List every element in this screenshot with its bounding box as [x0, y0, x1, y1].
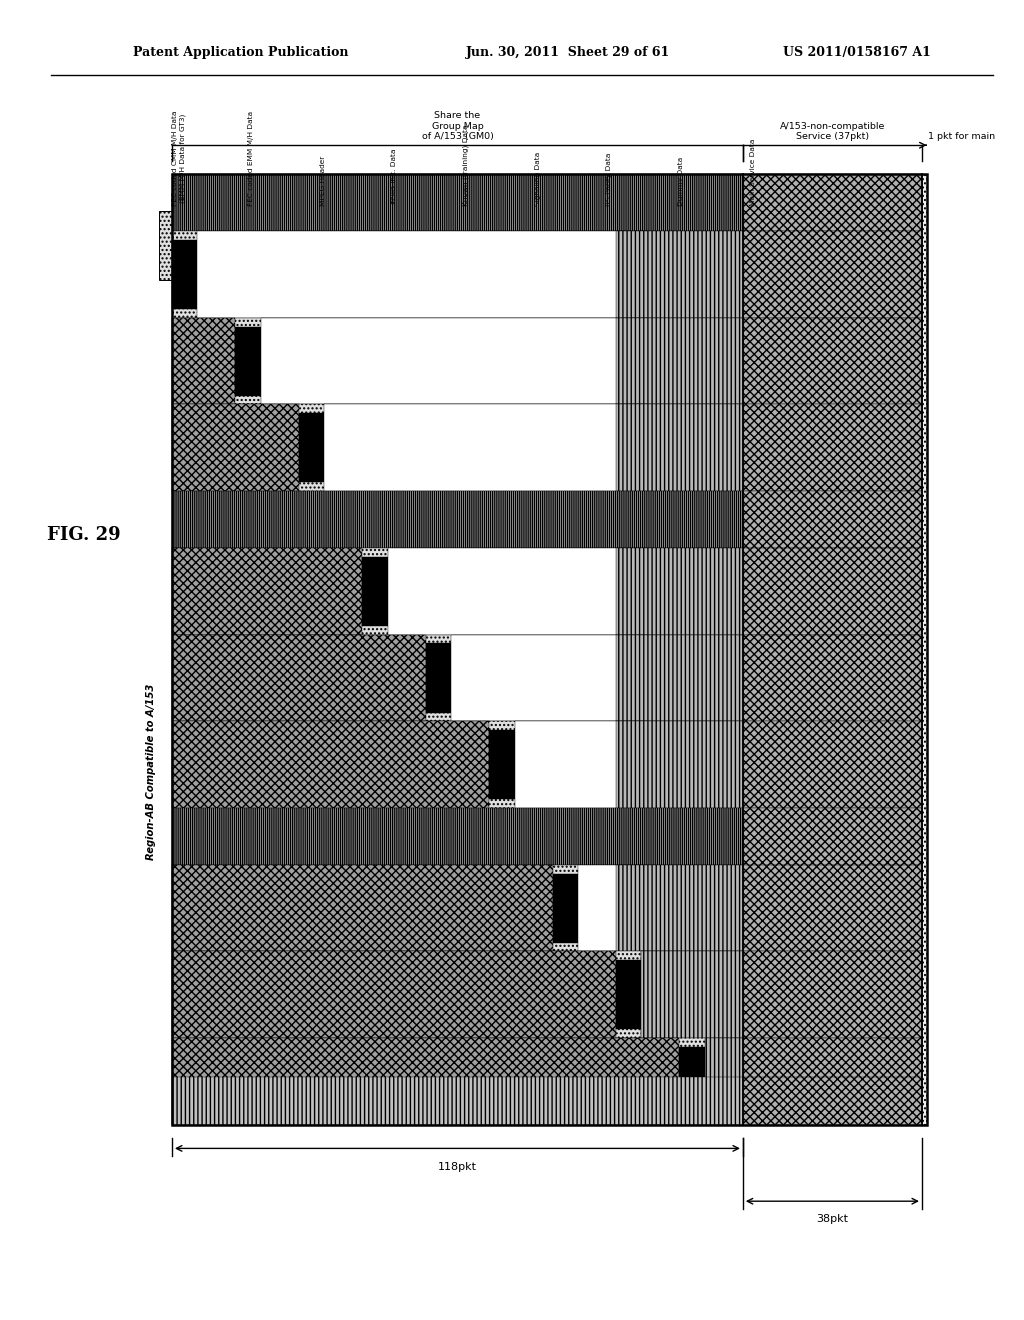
- Bar: [922, 174, 927, 1125]
- Text: 38pkt: 38pkt: [816, 1214, 848, 1225]
- Bar: [616, 548, 742, 635]
- Bar: [742, 1077, 922, 1125]
- Bar: [172, 635, 742, 721]
- Bar: [172, 1038, 742, 1125]
- Bar: [660, 211, 701, 280]
- Bar: [172, 865, 553, 952]
- Bar: [616, 960, 641, 1030]
- Bar: [172, 231, 742, 318]
- Bar: [742, 952, 922, 1038]
- Text: Patent Application Publication: Patent Application Publication: [133, 46, 348, 59]
- Bar: [742, 808, 922, 865]
- Bar: [680, 1047, 705, 1115]
- Text: FEC coded EMM M/H Data: FEC coded EMM M/H Data: [248, 111, 254, 206]
- Bar: [742, 231, 922, 318]
- Bar: [742, 548, 922, 635]
- Bar: [641, 952, 648, 1038]
- Bar: [742, 865, 922, 952]
- Bar: [172, 721, 489, 808]
- Bar: [553, 874, 578, 942]
- Bar: [172, 404, 742, 491]
- Text: 1 pkt for main: 1 pkt for main: [928, 132, 995, 141]
- Text: Region-AB Compatible to A/153: Region-AB Compatible to A/153: [145, 684, 156, 861]
- Bar: [517, 211, 558, 280]
- Bar: [732, 211, 773, 280]
- Bar: [362, 557, 388, 626]
- Text: US 2011/0158167 A1: US 2011/0158167 A1: [783, 46, 931, 59]
- Bar: [578, 865, 648, 952]
- Text: FIG. 29: FIG. 29: [47, 525, 121, 544]
- Bar: [589, 211, 630, 280]
- Text: Jun. 30, 2011  Sheet 29 of 61: Jun. 30, 2011 Sheet 29 of 61: [466, 46, 670, 59]
- Bar: [742, 1038, 922, 1125]
- Text: Share the
Group Map
of A/153 (GM0): Share the Group Map of A/153 (GM0): [422, 111, 494, 141]
- Text: 118pkt: 118pkt: [438, 1162, 477, 1172]
- Bar: [922, 174, 927, 1125]
- Bar: [172, 174, 742, 231]
- Bar: [172, 174, 927, 1125]
- Bar: [514, 721, 648, 808]
- Bar: [172, 318, 742, 404]
- Bar: [742, 491, 922, 548]
- Bar: [172, 635, 426, 721]
- Bar: [261, 318, 648, 404]
- Bar: [172, 865, 742, 952]
- Bar: [159, 211, 200, 280]
- Bar: [236, 326, 261, 396]
- Bar: [172, 1038, 680, 1125]
- Bar: [172, 952, 742, 1038]
- Bar: [922, 174, 927, 1125]
- Bar: [489, 730, 514, 799]
- Bar: [742, 404, 922, 491]
- Text: A/153-non-compatible
Service (37pkt): A/153-non-compatible Service (37pkt): [779, 121, 885, 141]
- Bar: [742, 174, 922, 231]
- Bar: [641, 952, 742, 1038]
- Bar: [705, 1038, 742, 1125]
- Bar: [616, 318, 742, 404]
- Bar: [742, 635, 922, 721]
- Bar: [374, 211, 415, 280]
- Text: FEC coded CMM M/H Data
(EMM M/H Data for GT3): FEC coded CMM M/H Data (EMM M/H Data for…: [172, 111, 186, 206]
- Text: MPEG Header: MPEG Header: [319, 156, 326, 206]
- Bar: [616, 231, 742, 318]
- Bar: [299, 413, 325, 482]
- Bar: [388, 548, 648, 635]
- Bar: [742, 318, 922, 404]
- Bar: [616, 635, 742, 721]
- Bar: [452, 635, 648, 721]
- Bar: [172, 404, 299, 491]
- Bar: [445, 211, 486, 280]
- Bar: [742, 721, 922, 808]
- Bar: [172, 808, 742, 865]
- Bar: [172, 1077, 742, 1125]
- Bar: [172, 240, 198, 309]
- Bar: [616, 721, 742, 808]
- Text: RS Parity Data: RS Parity Data: [606, 153, 612, 206]
- Text: Trellis Init. Data: Trellis Init. Data: [391, 148, 397, 206]
- Bar: [426, 643, 452, 713]
- Text: Main Service Data: Main Service Data: [750, 139, 756, 206]
- Bar: [325, 404, 648, 491]
- Text: Signaling Data: Signaling Data: [535, 152, 541, 206]
- Bar: [302, 211, 343, 280]
- Bar: [172, 952, 616, 1038]
- Text: Known (training) Data: Known (training) Data: [463, 124, 469, 206]
- Bar: [198, 231, 648, 318]
- Text: Dummy Data: Dummy Data: [678, 157, 684, 206]
- Bar: [230, 211, 271, 280]
- Bar: [172, 548, 742, 635]
- Bar: [172, 721, 742, 808]
- Bar: [616, 865, 742, 952]
- Bar: [616, 404, 742, 491]
- Bar: [172, 548, 362, 635]
- Bar: [172, 491, 742, 548]
- Bar: [172, 318, 236, 404]
